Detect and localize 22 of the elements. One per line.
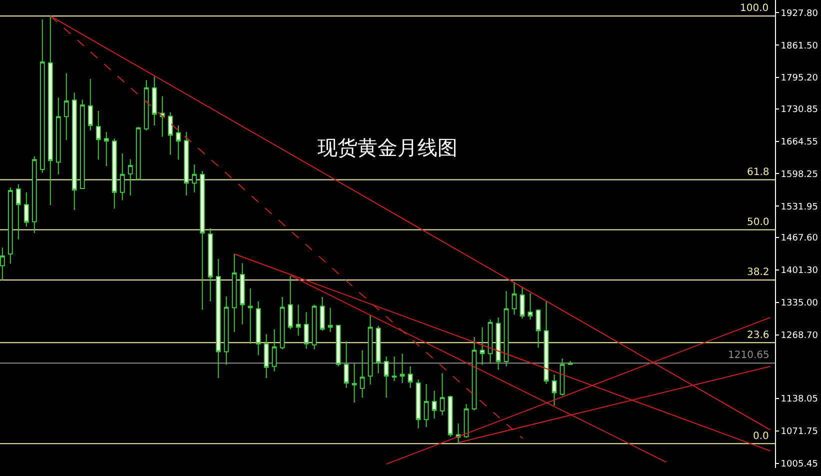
annotation: 38.2 [747, 267, 770, 278]
y-tick-label: 1005.45 [780, 460, 818, 470]
y-tick-label: 1927.80 [780, 8, 818, 19]
y-tick-label: 1664.55 [780, 137, 818, 148]
y-tick-label: 1401.30 [780, 266, 818, 276]
y-tick-label: 1598.25 [780, 170, 818, 180]
annotation: 0.0 [753, 431, 769, 442]
annotation: 23.6 [747, 330, 770, 341]
annotation: 61.8 [747, 167, 770, 178]
annotation: 50.0 [747, 217, 770, 228]
y-tick-label: 1138.05 [780, 394, 818, 405]
ref-line-label: 1210.65 [728, 350, 770, 361]
y-tick-label: 1335.00 [780, 298, 818, 309]
y-tick-label: 1531.95 [780, 202, 818, 212]
y-tick-label: 1730.85 [780, 105, 818, 116]
y-tick-label: 1795.20 [780, 74, 818, 84]
text: 现货黄金月线图 [318, 136, 458, 160]
y-tick-label: 1071.75 [780, 427, 818, 438]
y-tick-label: 1467.60 [780, 234, 818, 244]
annotation: 100.0 [740, 3, 769, 14]
y-tick-label: 1268.70 [780, 330, 818, 341]
y-tick-label: 1861.50 [780, 41, 818, 52]
